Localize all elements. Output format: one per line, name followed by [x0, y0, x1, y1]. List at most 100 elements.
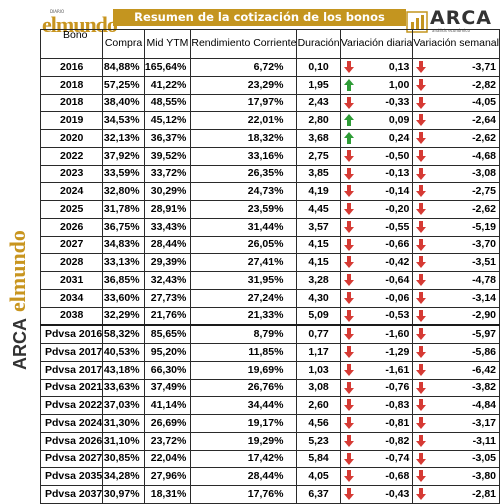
- column-header-duracion: Duración: [296, 29, 341, 59]
- variacion-diaria-value: -0,06: [385, 291, 410, 304]
- variacion-diaria-value: -1,61: [385, 363, 410, 376]
- cell-duracion: 1,17: [296, 343, 341, 362]
- arrow-down-icon: [343, 167, 354, 180]
- cell-mid-ytm: 27,96%: [143, 467, 192, 486]
- cell-variacion-semanal: -2,81: [412, 485, 500, 504]
- variacion-diaria-value: -0,33: [385, 96, 410, 109]
- cell-variacion-semanal: -2,64: [412, 111, 500, 130]
- cell-bono: 2025: [39, 200, 104, 219]
- arrow-down-icon: [416, 167, 427, 180]
- cell-duracion: 4,56: [296, 414, 341, 433]
- cell-variacion-diaria: -1,60: [339, 324, 414, 345]
- variacion-semanal-value: -2,62: [472, 131, 496, 144]
- variacion-semanal-value: -2,82: [472, 78, 496, 91]
- cell-variacion-diaria: -0,68: [339, 467, 414, 486]
- variacion-diaria-value: -0,64: [385, 273, 410, 286]
- cell-duracion: 2,60: [296, 396, 341, 415]
- cell-variacion-semanal: -4,05: [412, 93, 500, 113]
- arrow-up-icon: [343, 114, 354, 127]
- cell-bono: Pdvsa 2035: [39, 467, 104, 486]
- arrow-down-icon: [416, 61, 427, 73]
- cell-compra: 37,03%: [102, 396, 145, 415]
- cell-rendimiento: 17,97%: [190, 93, 298, 113]
- cell-rendimiento: 27,24%: [190, 288, 298, 308]
- cell-rendimiento: 19,69%: [190, 360, 298, 380]
- cell-compra: 33,63%: [102, 378, 145, 398]
- variacion-semanal-value: -3,11: [472, 434, 496, 447]
- cell-variacion-semanal: -3,11: [412, 431, 500, 451]
- cell-compra: 57,25%: [102, 75, 145, 95]
- cell-variacion-semanal: -6,42: [412, 360, 500, 380]
- cell-variacion-diaria: -0,74: [339, 449, 414, 469]
- cell-compra: 31,30%: [102, 414, 145, 433]
- arrow-down-icon: [343, 203, 354, 215]
- cell-rendimiento: 6,72%: [190, 58, 298, 77]
- cell-variacion-diaria: -1,29: [339, 343, 414, 362]
- cell-bono: Pdvsa 2027: [39, 449, 104, 469]
- variacion-semanal-value: -3,05: [472, 452, 496, 465]
- arrow-down-icon: [343, 488, 354, 500]
- arrow-down-icon: [343, 96, 354, 109]
- cell-mid-ytm: 28,91%: [143, 200, 192, 219]
- cell-mid-ytm: 27,73%: [143, 288, 192, 308]
- variacion-semanal-value: -2,81: [472, 487, 496, 500]
- cell-bono: 2027: [39, 235, 104, 255]
- variacion-diaria-value: -0,42: [385, 256, 410, 269]
- cell-duracion: 4,15: [296, 253, 341, 272]
- cell-variacion-semanal: -2,82: [412, 75, 500, 95]
- cell-variacion-diaria: 0,13: [339, 58, 414, 77]
- variacion-semanal-value: -3,17: [472, 416, 496, 429]
- table-row: 2018 38,40% 48,55% 17,97% 2,43 -0,33 -4,05: [39, 93, 500, 113]
- cell-bono: Pdvsa 2026: [39, 431, 104, 451]
- variacion-semanal-value: -4,78: [472, 273, 496, 286]
- cell-variacion-diaria: -0,33: [339, 93, 414, 113]
- variacion-diaria-value: 1,00: [388, 78, 410, 91]
- arrow-down-icon: [343, 434, 354, 447]
- variacion-semanal-value: -4,84: [472, 399, 496, 412]
- variacion-semanal-value: -3,82: [472, 381, 496, 394]
- cell-rendimiento: 22,01%: [190, 111, 298, 130]
- cell-variacion-semanal: -3,71: [412, 58, 500, 77]
- cell-mid-ytm: 41,14%: [143, 396, 192, 415]
- cell-bono: 2018: [39, 75, 104, 95]
- table-row: Pdvsa 2021 33,63% 37,49% 26,76% 3,08 -0,76 -3,…: [39, 378, 500, 398]
- cell-mid-ytm: 66,30%: [143, 360, 192, 380]
- arrow-down-icon: [343, 363, 354, 376]
- arrow-down-icon: [416, 291, 427, 304]
- variacion-semanal-value: -3,70: [472, 238, 496, 251]
- column-header-compra: Compra: [102, 29, 145, 59]
- arrow-down-icon: [416, 346, 427, 358]
- arca-wordmark: ARCA: [430, 7, 492, 29]
- cell-rendimiento: 21,33%: [190, 306, 298, 326]
- variacion-diaria-value: -0,83: [385, 399, 410, 412]
- cell-mid-ytm: 18,31%: [143, 485, 192, 504]
- cell-duracion: 2,43: [296, 93, 341, 113]
- cell-bono: Pdvsa 2016: [39, 324, 104, 345]
- cell-bono: Pdvsa 2017: [39, 343, 104, 362]
- cell-mid-ytm: 32,43%: [143, 271, 192, 290]
- table-row: 2018 57,25% 41,22% 23,29% 1,95 1,00 -2,82: [39, 75, 500, 95]
- cell-variacion-semanal: -4,84: [412, 396, 500, 415]
- table-row: Pdvsa 2037 30,97% 18,31% 17,76% 6,37 -0,43 -2,…: [39, 485, 500, 504]
- cell-variacion-semanal: -5,86: [412, 343, 500, 362]
- cell-compra: 32,80%: [102, 182, 145, 201]
- table-row: 2016 84,88% 165,64% 6,72% 0,10 0,13 -3,71: [39, 58, 500, 77]
- arrow-down-icon: [416, 381, 427, 394]
- table-row: Pdvsa 2035 34,28% 27,96% 28,44% 4,05 -0,68 -3,…: [39, 467, 500, 486]
- cell-variacion-diaria: -0,20: [339, 200, 414, 219]
- table-row: 2022 37,92% 39,52% 33,16% 2,75 -0,50 -4,68: [39, 146, 500, 166]
- arrow-down-icon: [416, 274, 427, 286]
- table-header-row: Bono Compra Mid YTM Rendimiento Corrient…: [39, 29, 500, 59]
- cell-rendimiento: 31,44%: [190, 217, 298, 237]
- cell-compra: 32,29%: [102, 306, 145, 326]
- cell-rendimiento: 31,95%: [190, 271, 298, 290]
- table-row: 2027 34,83% 28,44% 26,05% 4,15 -0,66 -3,70: [39, 235, 500, 255]
- variacion-semanal-value: -4,05: [472, 96, 496, 109]
- table-row: Pdvsa 2027 30,85% 22,04% 17,42% 5,84 -0,74 -3,…: [39, 449, 500, 469]
- variacion-semanal-value: -3,14: [472, 291, 496, 304]
- cell-rendimiento: 11,85%: [190, 343, 298, 362]
- table-row: 2028 33,13% 29,39% 27,41% 4,15 -0,42 -3,51: [39, 253, 500, 272]
- cell-variacion-semanal: -2,62: [412, 200, 500, 219]
- cell-variacion-semanal: -3,17: [412, 414, 500, 433]
- variacion-diaria-value: -0,13: [385, 167, 410, 180]
